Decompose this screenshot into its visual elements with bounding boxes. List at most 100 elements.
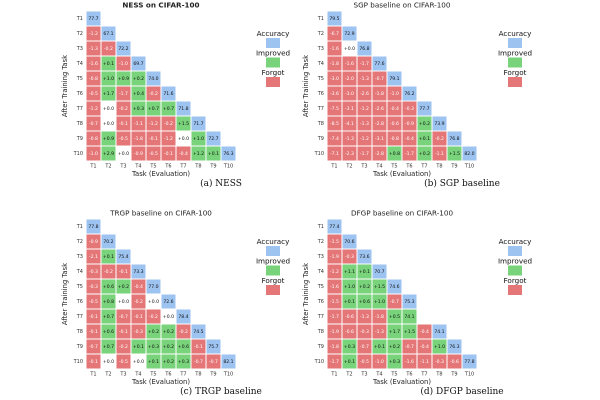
heatmap-cell <box>161 294 176 309</box>
cell-value: -0.9 <box>89 239 98 245</box>
x-tick-label: T6 <box>164 164 171 170</box>
heatmap-cell <box>161 324 176 339</box>
x-tick-label: T2 <box>345 372 352 378</box>
heatmap-cell <box>402 339 417 354</box>
heatmap-cell <box>387 309 402 324</box>
cell-value: +0.3 <box>133 106 144 112</box>
heatmap-cell <box>357 101 372 116</box>
cell-value: -1.8 <box>134 136 143 142</box>
cell-value: -1.2 <box>360 136 369 142</box>
y-tick-label: T1 <box>317 224 324 230</box>
heatmap-cell <box>131 56 146 71</box>
cell-value: -3.1 <box>345 106 354 112</box>
cell-value: -2.3 <box>345 151 354 157</box>
heatmap-cell <box>86 219 101 234</box>
legend-swatch-forgot <box>266 77 280 87</box>
cell-value: -1.7 <box>360 61 369 67</box>
cell-value: -1.8 <box>330 61 339 67</box>
y-axis-label: After Training Task <box>61 263 69 325</box>
y-tick-label: T3 <box>76 46 83 52</box>
cell-value: -0.2 <box>435 136 444 142</box>
cell-value: -1.3 <box>89 46 98 52</box>
cell-value: -0.4 <box>405 136 414 142</box>
heatmap-cell <box>357 116 372 131</box>
x-tick-label: T1 <box>330 372 337 378</box>
y-tick-label: T5 <box>317 76 324 82</box>
cell-value: 71.8 <box>178 106 188 112</box>
heatmap-cell <box>342 309 357 324</box>
cell-value: -0.2 <box>164 121 173 127</box>
heatmap-cell <box>131 86 146 101</box>
heatmap-cell <box>101 339 116 354</box>
cell-value: +0.0 <box>103 359 114 365</box>
heatmap-cell <box>161 131 176 146</box>
cell-value: -0.4 <box>420 344 429 350</box>
cell-value: +0.3 <box>148 344 159 350</box>
heatmap-cell <box>327 146 342 161</box>
cell-value: 75.3 <box>404 299 414 305</box>
heatmap-cell <box>176 101 191 116</box>
heatmap-cell <box>327 249 342 264</box>
cell-value: -0.5 <box>360 359 369 365</box>
heatmap-cell <box>342 86 357 101</box>
heatmap-cell <box>86 294 101 309</box>
cell-value: +0.1 <box>359 269 370 275</box>
cell-value: -2.6 <box>360 91 369 97</box>
heatmap-cell <box>191 131 206 146</box>
heatmap-cell <box>372 116 387 131</box>
y-tick-label: T6 <box>76 299 83 305</box>
heatmap-cell <box>116 131 131 146</box>
heatmap-cell <box>146 71 161 86</box>
heatmap-cell <box>357 309 372 324</box>
cell-value: +0.1 <box>344 359 355 365</box>
heatmap-cell <box>146 116 161 131</box>
cell-value: +0.9 <box>118 76 129 82</box>
x-tick-label: T4 <box>134 164 141 170</box>
heatmap-cell <box>116 146 131 161</box>
cell-value: -0.6 <box>345 314 354 320</box>
heatmap-cell <box>86 26 101 41</box>
y-tick-label: T3 <box>317 46 324 52</box>
heatmap-cell <box>161 86 176 101</box>
cell-value: 75.4 <box>118 254 128 260</box>
legend-label-accuracy: Accuracy <box>257 29 291 38</box>
cell-value: +0.2 <box>118 284 129 290</box>
heatmap-cell <box>86 116 101 131</box>
cell-value: 77.8 <box>88 224 98 230</box>
heatmap-cell <box>327 264 342 279</box>
x-tick-label: T7 <box>420 372 427 378</box>
heatmap-cell <box>372 101 387 116</box>
cell-value: +0.7 <box>103 314 114 320</box>
heatmap-cell <box>357 249 372 264</box>
cell-value: +0.2 <box>148 329 159 335</box>
heatmap-cell <box>146 354 161 369</box>
heatmap-cell <box>342 116 357 131</box>
heatmap-cell <box>402 354 417 369</box>
cell-value: +0.3 <box>178 359 189 365</box>
heatmap-cell <box>372 354 387 369</box>
cell-value: +1.0 <box>344 284 355 290</box>
cell-value: +1.5 <box>404 329 415 335</box>
heatmap-cell <box>101 71 116 86</box>
heatmap-cell <box>357 264 372 279</box>
x-tick-label: T9 <box>209 372 216 378</box>
cell-value: 82.0 <box>464 151 474 157</box>
heatmap-cell <box>176 146 191 161</box>
heatmap-cell <box>342 279 357 294</box>
legend-label-accuracy: Accuracy <box>499 29 533 38</box>
heatmap-cell <box>101 86 116 101</box>
heatmap-cell <box>161 354 176 369</box>
heatmap-cell <box>116 56 131 71</box>
heatmap-cell <box>387 294 402 309</box>
heatmap-cell <box>402 86 417 101</box>
heatmap-cell <box>372 131 387 146</box>
cell-value: +0.1 <box>133 344 144 350</box>
cell-value: -1.3 <box>375 329 384 335</box>
cell-value: -0.4 <box>134 284 143 290</box>
legend-label-forgot: Forgot <box>504 68 527 77</box>
cell-value: +0.0 <box>118 299 129 305</box>
cell-value: -3.6 <box>330 91 339 97</box>
x-tick-label: T5 <box>149 372 156 378</box>
cell-value: +0.0 <box>178 136 189 142</box>
heatmap-cell <box>327 56 342 71</box>
